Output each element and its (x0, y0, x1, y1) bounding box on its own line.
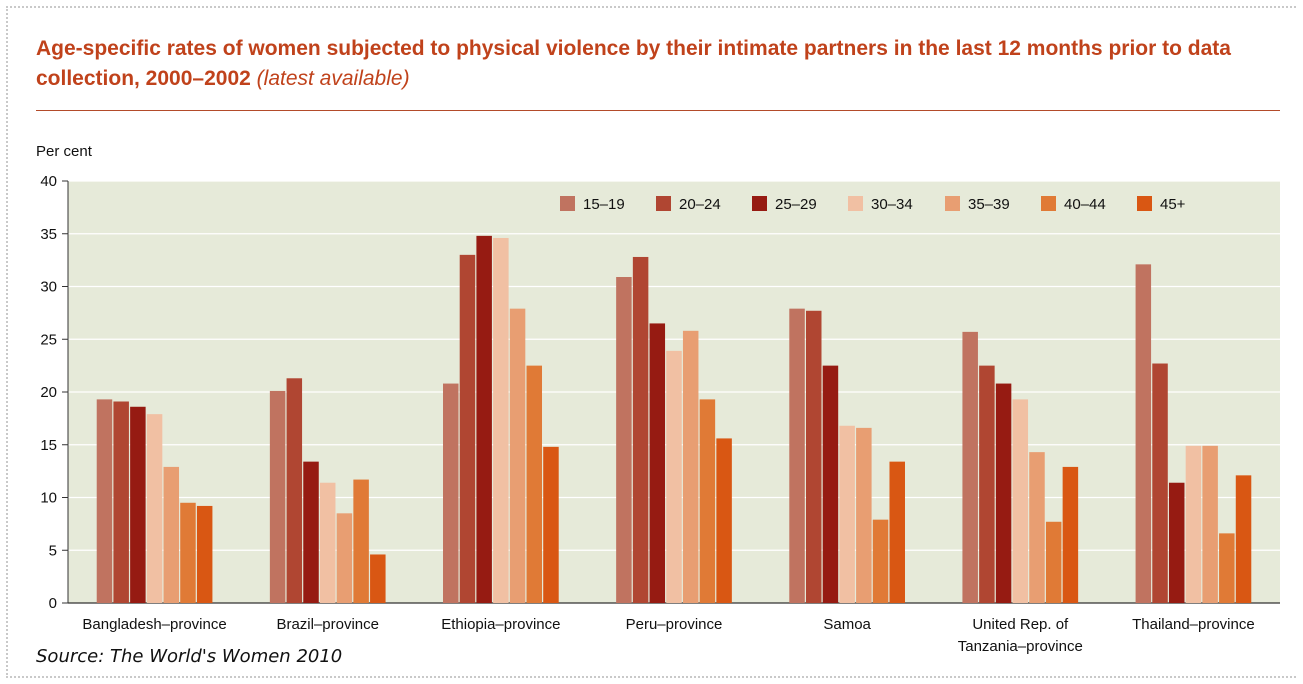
bar (682, 330, 699, 603)
legend-swatch (752, 196, 767, 211)
bar (353, 479, 369, 603)
source-note: Source: The World's Women 2010 (36, 646, 343, 667)
bar (716, 438, 732, 603)
y-tick-label: 35 (40, 226, 57, 243)
bar (509, 308, 526, 603)
y-tick-label: 20 (40, 384, 57, 401)
bar (1219, 533, 1235, 603)
bar (995, 383, 1012, 603)
x-tick-label: Tanzania–province (958, 638, 1083, 655)
bar (872, 519, 889, 603)
x-tick-label: Samoa (823, 616, 871, 633)
bar (1062, 466, 1079, 603)
bar (822, 365, 839, 603)
y-tick-label: 5 (49, 542, 57, 559)
y-tick-label: 40 (40, 173, 57, 190)
bar (1185, 445, 1202, 603)
bar (180, 502, 196, 603)
bar (303, 461, 319, 603)
bar (269, 390, 286, 603)
bar (1012, 399, 1029, 603)
bar (163, 466, 180, 603)
bar (666, 350, 682, 603)
bar (889, 461, 905, 603)
bar (1235, 475, 1252, 603)
legend-swatch (560, 196, 575, 211)
bar (649, 323, 666, 603)
bar (96, 399, 113, 603)
legend-label: 15–19 (583, 196, 625, 213)
y-axis-label: Per cent (36, 143, 92, 160)
y-tick-label: 10 (40, 490, 57, 507)
y-tick-label: 15 (40, 437, 57, 454)
bar (493, 237, 509, 603)
x-tick-label: Brazil–province (276, 616, 379, 633)
x-tick-label: Peru–province (626, 616, 723, 633)
bar (805, 310, 822, 603)
legend-label: 25–29 (775, 196, 817, 213)
x-tick-label: Bangladesh–province (82, 616, 226, 633)
bar (319, 482, 336, 603)
bar (526, 365, 543, 603)
bar (1045, 521, 1062, 603)
bar (839, 425, 855, 603)
title-rule (36, 110, 1280, 111)
legend-label: 30–34 (871, 196, 913, 213)
bar (476, 235, 492, 604)
bar (130, 406, 146, 603)
bar (1152, 363, 1168, 603)
legend-label: 40–44 (1064, 196, 1106, 213)
bar (196, 505, 213, 603)
bar (146, 414, 163, 603)
chart-title: Age-specific rates of women subjected to… (36, 34, 1266, 94)
bar (979, 365, 995, 603)
bar (616, 277, 632, 603)
bar (459, 254, 476, 603)
bar (543, 446, 559, 603)
chart-title-main: Age-specific rates of women subjected to… (36, 37, 1231, 90)
chart-title-qualifier: (latest available) (256, 67, 410, 90)
legend-label: 20–24 (679, 196, 721, 213)
legend-swatch (1041, 196, 1056, 211)
bar (962, 331, 978, 603)
bar (443, 383, 459, 603)
legend-swatch (848, 196, 863, 211)
legend-label: 45+ (1160, 196, 1186, 213)
legend-swatch (945, 196, 960, 211)
bar (1135, 264, 1152, 603)
y-tick-label: 25 (40, 331, 57, 348)
bar (789, 308, 805, 603)
bar (1029, 452, 1045, 603)
bar (336, 513, 353, 603)
bar (286, 378, 303, 603)
bar (856, 427, 872, 603)
y-tick-label: 0 (49, 595, 57, 612)
bar (1168, 482, 1185, 603)
bar (699, 399, 716, 603)
y-tick-label: 30 (40, 279, 57, 296)
x-tick-label: Ethiopia–province (441, 616, 560, 633)
legend-label: 35–39 (968, 196, 1010, 213)
bar (632, 256, 649, 603)
x-tick-label: United Rep. of (972, 616, 1069, 633)
bar (370, 554, 386, 603)
figure-frame (6, 6, 1296, 678)
bar (1202, 445, 1218, 603)
x-tick-label: Thailand–province (1132, 616, 1255, 633)
bar (113, 401, 129, 603)
legend-swatch (1137, 196, 1152, 211)
legend-swatch (656, 196, 671, 211)
